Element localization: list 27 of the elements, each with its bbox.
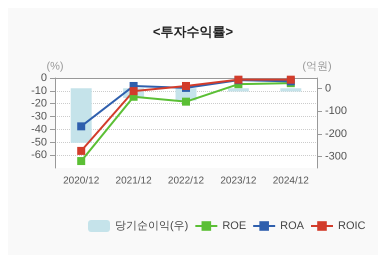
y2-tick-label: 0 <box>325 82 332 94</box>
point <box>182 98 190 106</box>
legend-label: ROE <box>222 220 246 232</box>
x-tick-label: 2020/12 <box>63 176 100 186</box>
point <box>77 122 86 130</box>
point <box>77 146 86 155</box>
legend-label: ROIC <box>338 220 366 232</box>
chart-title: <투자수익률> <box>152 24 234 39</box>
x-tick-label: 2023/12 <box>220 176 257 186</box>
y-tick-label: -50 <box>31 136 47 148</box>
y2-tick-label: -300 <box>325 150 348 163</box>
y-axis-title: (%) <box>46 60 64 72</box>
legend-label: 당기순이익(우) <box>115 220 188 232</box>
y-tick-label: -30 <box>31 110 47 123</box>
y-tick-label: 0 <box>40 72 47 84</box>
y-tick-label: -20 <box>31 98 47 110</box>
y-tick-label: -10 <box>31 84 47 97</box>
legend-label: ROA <box>280 220 305 232</box>
x-tick-label: 2024/12 <box>272 176 310 186</box>
x-tick-label: 2021/12 <box>116 176 152 186</box>
y-tick-label: -60 <box>31 149 47 162</box>
y2-tick-label: -100 <box>325 105 348 118</box>
y2-axis-title: (억원) <box>302 60 332 72</box>
point <box>77 157 86 166</box>
x-tick-label: 2022/12 <box>168 176 205 186</box>
y2-tick-label: -200 <box>325 128 348 140</box>
y-tick-label: -40 <box>31 123 47 136</box>
